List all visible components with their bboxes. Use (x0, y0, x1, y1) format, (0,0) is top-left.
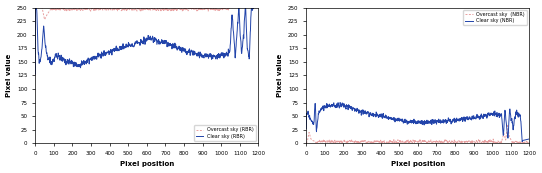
Clear sky (RBR) (255, 5, 262, 7)
Clear sky (NBR) (377, 114, 384, 116)
Clear sky (RBR) (32, 73, 38, 75)
Clear sky (NBR) (337, 102, 343, 104)
Overcast sky (RBR) (246, 4, 253, 6)
Overcast sky (RBR) (106, 7, 112, 9)
Clear sky (NBR) (373, 115, 380, 117)
Overcast sky  (NBR) (526, 142, 533, 144)
X-axis label: Pixel position: Pixel position (120, 161, 174, 167)
Line: Clear sky (NBR): Clear sky (NBR) (306, 103, 530, 142)
Overcast sky  (NBR) (373, 140, 380, 142)
Overcast sky (RBR) (102, 7, 109, 10)
Overcast sky  (NBR) (377, 141, 383, 143)
Overcast sky  (NBR) (451, 139, 457, 141)
Legend: Overcast sky (RBR), Clear sky (RBR): Overcast sky (RBR), Clear sky (RBR) (194, 125, 256, 141)
Overcast sky (RBR) (255, 5, 262, 7)
Clear sky (NBR) (526, 138, 533, 140)
Clear sky (NBR) (519, 141, 525, 143)
Overcast sky (RBR) (32, 74, 38, 76)
Clear sky (RBR) (172, 44, 179, 47)
Overcast sky (RBR) (203, 8, 210, 10)
Clear sky (RBR) (102, 53, 109, 55)
Clear sky (RBR) (32, 4, 38, 6)
Clear sky (RBR) (106, 53, 113, 55)
Clear sky (RBR) (83, 61, 89, 63)
Clear sky (NBR) (451, 119, 458, 121)
Overcast sky (RBR) (172, 9, 178, 11)
Line: Overcast sky  (NBR): Overcast sky (NBR) (306, 124, 530, 143)
Clear sky (RBR) (180, 48, 187, 51)
Overcast sky (RBR) (180, 9, 186, 11)
Overcast sky  (NBR) (474, 142, 481, 144)
X-axis label: Pixel position: Pixel position (391, 161, 445, 167)
Overcast sky  (NBR) (303, 142, 309, 144)
Overcast sky (RBR) (83, 8, 89, 10)
Overcast sky  (NBR) (354, 140, 360, 142)
Legend: Overcast sky  (NBR), Clear sky (NBR): Overcast sky (NBR), Clear sky (NBR) (463, 10, 527, 25)
Clear sky (NBR) (443, 120, 450, 122)
Overcast sky  (NBR) (443, 140, 449, 142)
Line: Clear sky (RBR): Clear sky (RBR) (35, 5, 259, 74)
Clear sky (NBR) (474, 116, 481, 118)
Clear sky (NBR) (303, 128, 309, 130)
Clear sky (NBR) (354, 108, 360, 110)
Y-axis label: Pixel value: Pixel value (276, 54, 282, 97)
Y-axis label: Pixel value: Pixel value (5, 54, 11, 97)
Clear sky (RBR) (203, 54, 210, 57)
Line: Overcast sky (RBR): Overcast sky (RBR) (35, 5, 259, 75)
Overcast sky  (NBR) (504, 123, 511, 125)
